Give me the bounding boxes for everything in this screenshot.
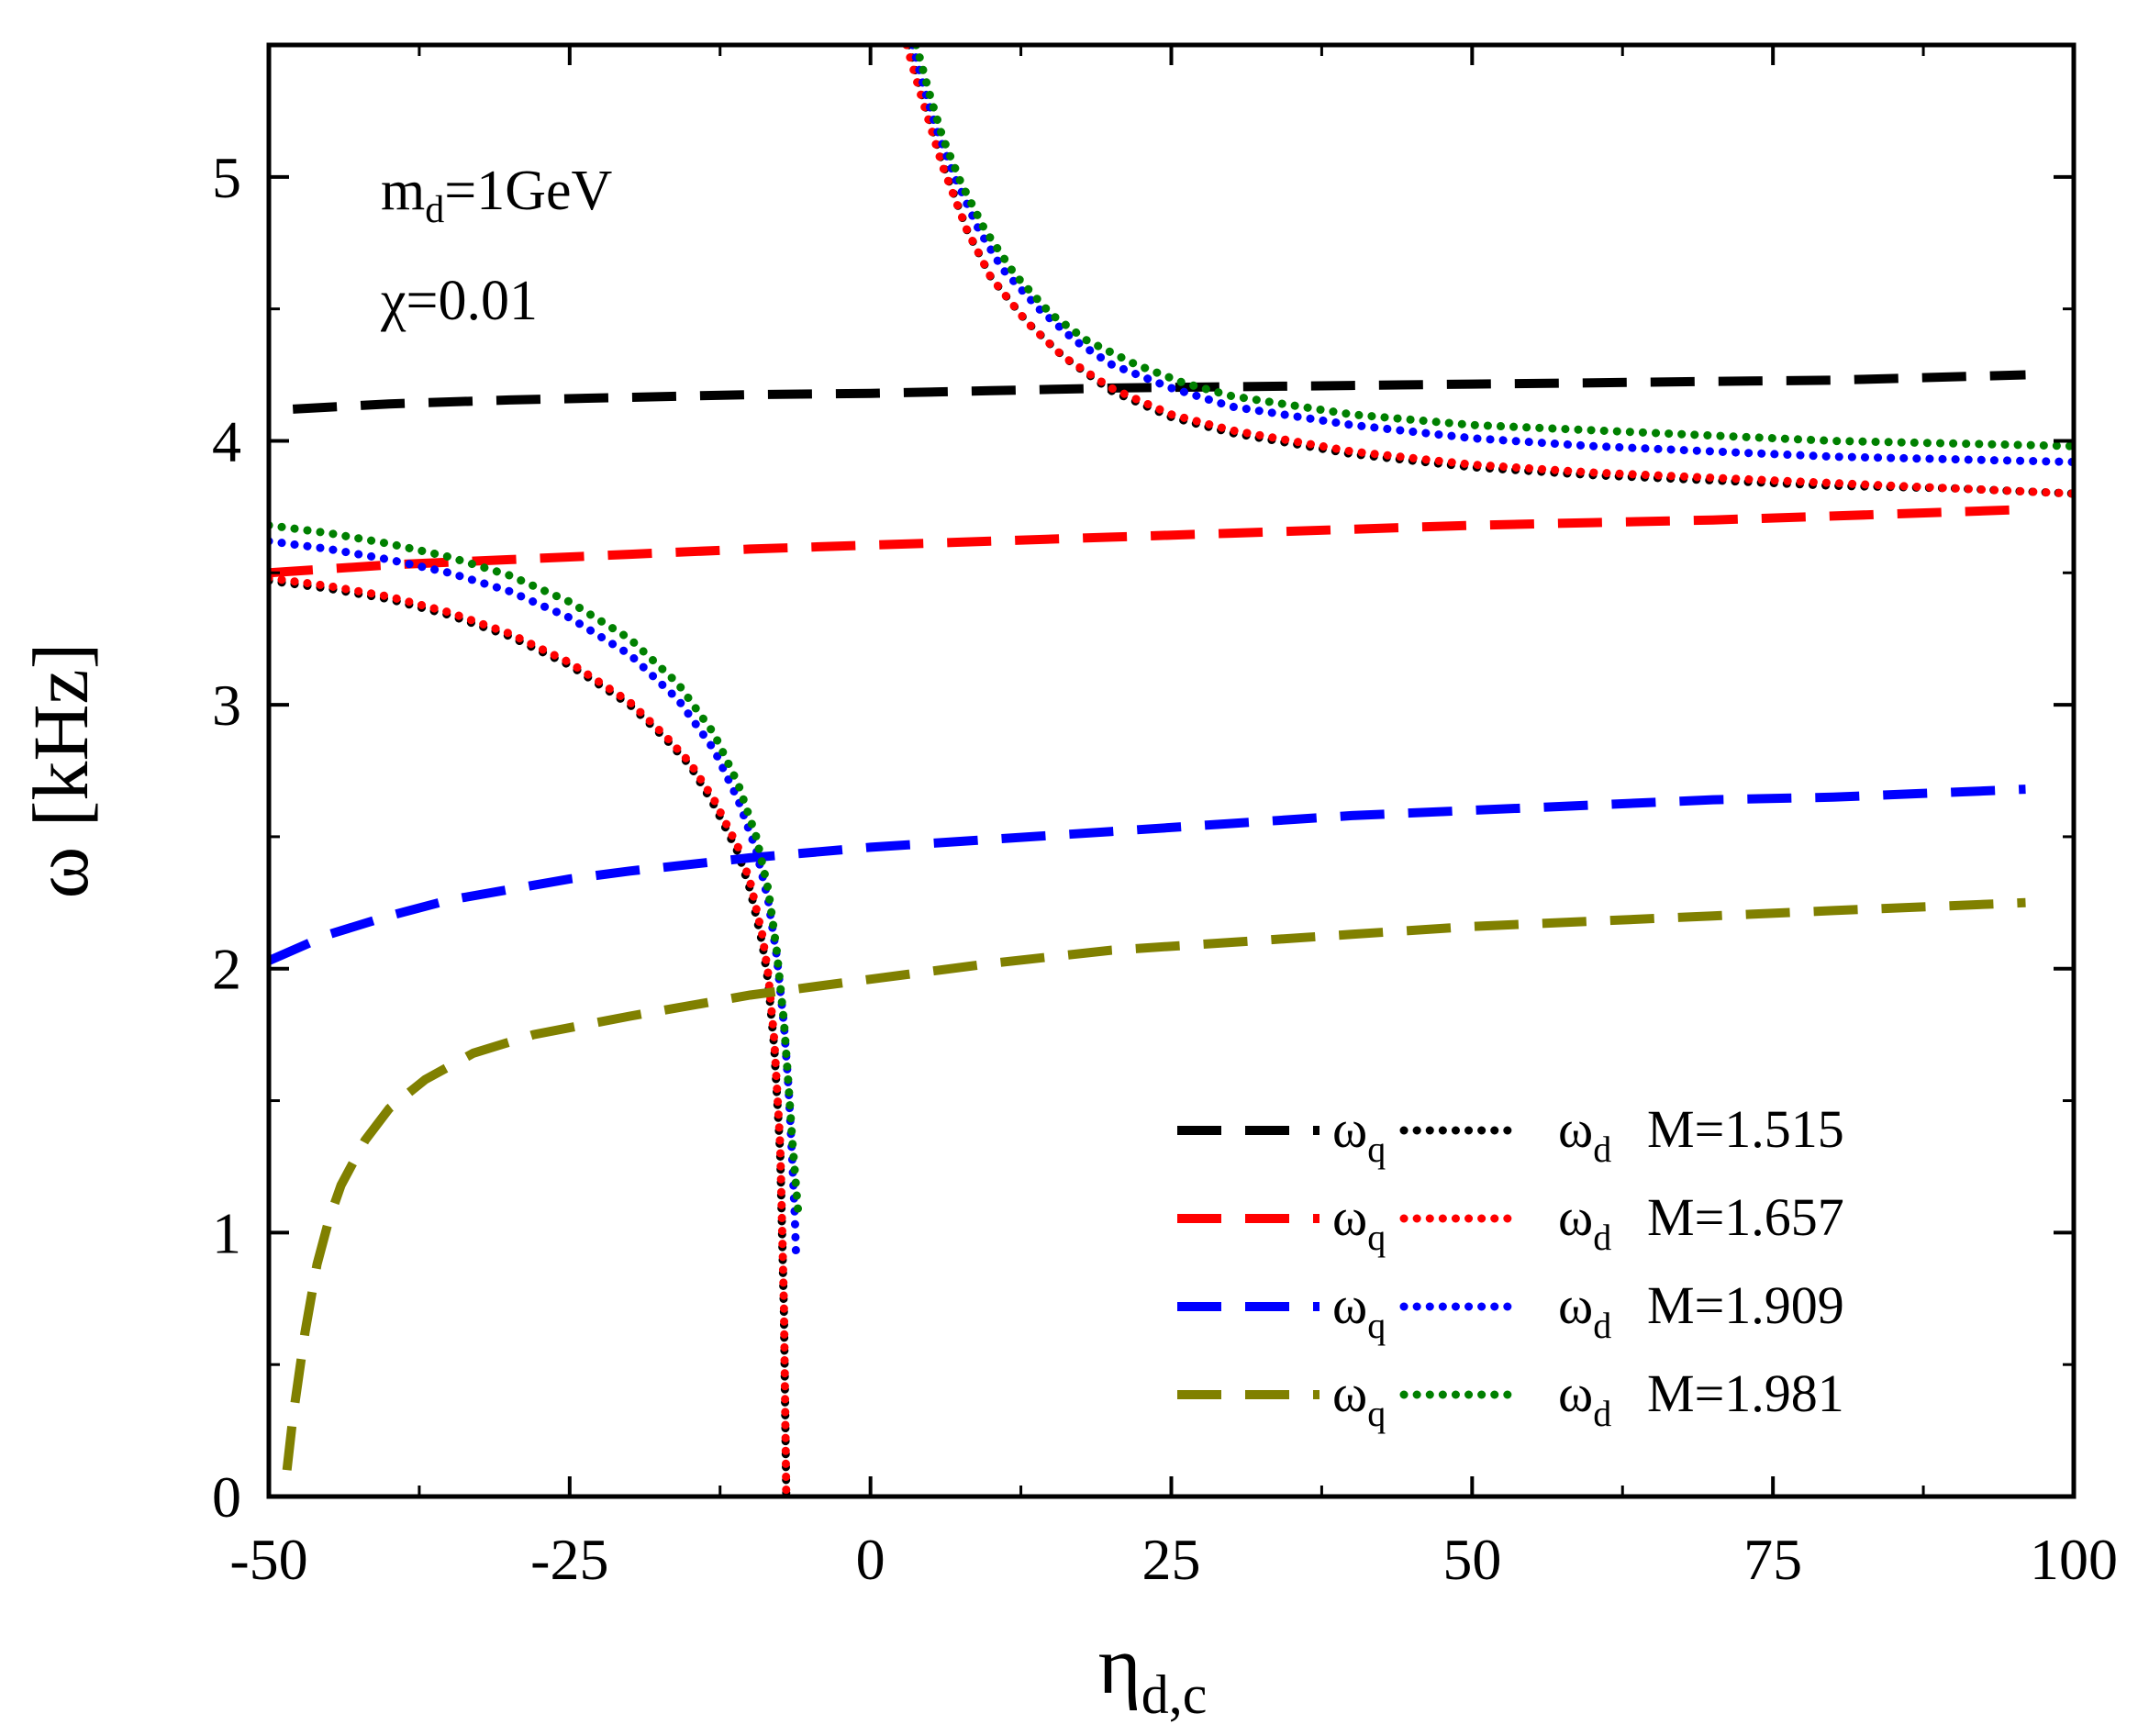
annotation-mass-rest: =1GeV xyxy=(444,160,612,222)
ticks-layer xyxy=(267,45,2076,1498)
y-tick-label: 0 xyxy=(212,1464,241,1530)
series-2-omega-q xyxy=(269,785,2026,965)
legend-d-label: ωd xyxy=(1558,1187,1611,1258)
series-3-omega-d-lower xyxy=(269,521,803,1219)
x-tick-label: 100 xyxy=(2030,1527,2118,1592)
series-3-omega-d-upper xyxy=(912,45,2074,451)
x-tick-label: 50 xyxy=(1442,1527,1501,1592)
x-axis-title-sub: d,c xyxy=(1141,1664,1208,1725)
y-tick-label: 3 xyxy=(212,673,241,738)
curves-layer xyxy=(269,45,2074,1497)
legend-series-name: M=1.909 xyxy=(1647,1275,1844,1335)
y-tick-label: 4 xyxy=(212,408,241,473)
series-1-omega-q xyxy=(269,505,2026,578)
x-axis-title: ηd,c xyxy=(1098,1620,1208,1725)
annotation-chi: χ=0.01 xyxy=(380,270,538,332)
legend-d-label: ωd xyxy=(1558,1275,1611,1346)
y-axis-title: ω [kHz] xyxy=(17,643,105,899)
y-tick-label: 5 xyxy=(212,145,241,210)
legend-q-label: ωq xyxy=(1332,1363,1386,1434)
legend-series-name: M=1.981 xyxy=(1647,1363,1844,1423)
series-2-omega-d-upper xyxy=(908,45,2074,466)
annotation-mass: md=1GeV xyxy=(381,160,612,231)
legend-q-label: ωq xyxy=(1332,1099,1386,1170)
series-3-omega-q xyxy=(282,897,2026,1471)
annotation-mass-main: m xyxy=(381,160,425,222)
x-tick-label: -25 xyxy=(530,1527,608,1592)
legend: ωq ωd M=1.515 ωq ωd M=1.657 ωq ωd M=1.909 ωq ωd M=1… xyxy=(1177,1099,1844,1434)
legend-d-label: ωd xyxy=(1558,1363,1611,1434)
legend-series-name: M=1.515 xyxy=(1647,1099,1844,1159)
x-tick-label: 75 xyxy=(1743,1527,1802,1592)
series-0-omega-d-lower xyxy=(269,576,791,1497)
x-tick-label: -50 xyxy=(229,1527,307,1592)
series-1-omega-d-lower xyxy=(269,573,791,1497)
y-tick-label: 1 xyxy=(212,1200,241,1265)
x-tick-label: 0 xyxy=(856,1527,885,1592)
annotation-mass-sub: d xyxy=(425,189,444,231)
legend-q-label: ωq xyxy=(1332,1275,1386,1346)
x-axis-title-main: η xyxy=(1098,1620,1141,1711)
series-group xyxy=(269,45,2074,1497)
y-tick-label: 2 xyxy=(212,937,241,1002)
tick-labels-layer: -50 -25 0 25 50 75 100 0 1 2 3 4 5 xyxy=(212,145,2118,1592)
legend-q-label: ωq xyxy=(1332,1187,1386,1258)
legend-series-name: M=1.657 xyxy=(1647,1187,1844,1247)
legend-d-label: ωd xyxy=(1558,1099,1611,1170)
series-1-omega-d-upper xyxy=(902,45,2074,498)
x-tick-label: 25 xyxy=(1142,1527,1201,1592)
